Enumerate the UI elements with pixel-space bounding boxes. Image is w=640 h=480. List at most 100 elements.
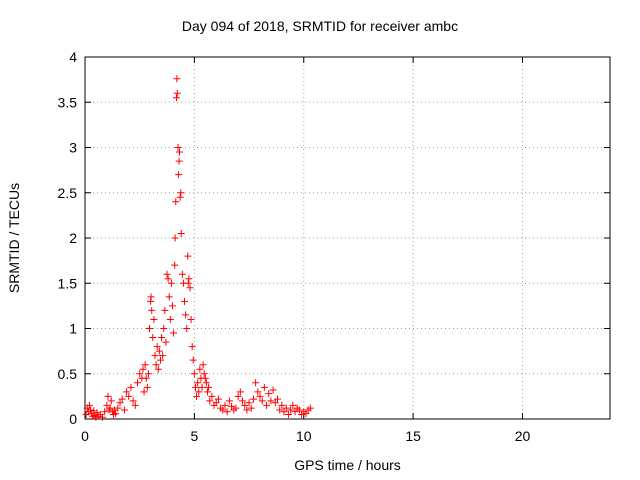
data-point [189,356,197,364]
data-point [182,311,190,319]
data-point [191,383,199,391]
data-point [228,402,236,410]
data-point [239,397,246,405]
data-point [208,392,216,400]
plot-frame [84,56,611,420]
data-point [256,392,264,400]
data-point [144,370,152,378]
data-point [271,399,279,407]
data-point [214,395,222,403]
data-point [196,365,204,373]
data-point [143,383,151,391]
data-point [164,275,172,283]
chart-title: Day 094 of 2018, SRMTID for receiver amb… [181,18,459,34]
data-point [173,75,181,83]
data-point [171,234,179,242]
data-point [278,401,286,409]
data-point [302,410,310,418]
data-point [274,395,281,403]
data-point [178,270,186,278]
data-point [183,325,191,332]
data-point [265,390,273,398]
data-point [152,361,160,369]
data-point [200,370,208,378]
data-point [131,401,139,409]
data-points [82,75,314,421]
data-point [141,361,149,369]
data-point [86,406,94,414]
data-point [186,284,194,292]
data-point [125,392,133,400]
data-point [127,383,135,391]
y-tick-label: 2.5 [58,185,78,201]
data-point [276,406,284,414]
data-point [232,404,240,412]
data-point [282,404,290,412]
data-point [254,388,262,396]
data-point [194,379,202,387]
data-point [190,370,198,378]
y-tick-label: 3 [69,140,77,156]
data-point [187,315,195,323]
x-tick-label: 20 [515,428,531,444]
y-axis-label: SRMTID / TECUs [6,182,22,294]
axis-ticks: 0 0.5 1 1.5 2 2.5 3 3.5 4 0 5 10 15 20 [58,49,610,444]
data-point [85,401,93,409]
data-point [291,408,299,416]
data-point [177,229,185,237]
data-point [106,404,114,412]
data-point [99,413,106,421]
data-point [159,352,167,360]
y-tick-label: 1 [69,321,77,337]
data-point [199,361,207,369]
data-point [184,252,192,260]
data-point [173,89,181,97]
data-point [184,279,192,287]
x-tick-label: 15 [405,428,421,444]
data-point [177,189,185,197]
data-point [284,410,292,418]
data-point [162,338,170,346]
data-point [223,408,231,416]
data-point [158,334,166,342]
data-point [161,306,169,314]
data-point [206,397,214,405]
data-point [263,401,271,409]
data-point [280,408,288,416]
data-point [120,406,128,414]
data-point [234,392,242,400]
data-point [193,392,201,400]
data-point [212,399,220,407]
data-point [241,401,249,409]
data-point [134,379,141,387]
data-point [202,379,210,387]
data-point [150,315,158,323]
data-point [171,261,179,269]
data-point [155,347,163,355]
data-point [201,374,209,382]
data-point [267,397,275,405]
data-point [175,157,183,165]
data-point [123,388,131,396]
data-point [104,392,112,400]
data-point [136,370,144,378]
data-point [147,293,155,301]
data-point [160,325,168,332]
y-tick-label: 1.5 [58,275,78,291]
data-point [116,399,124,407]
data-point [169,302,176,310]
data-point [170,329,178,337]
x-tick-label: 0 [81,428,89,444]
data-point [111,406,119,414]
data-point [118,395,126,403]
data-point [287,406,295,414]
data-point [245,399,253,407]
data-point [221,401,229,409]
grid-lines [85,57,610,419]
data-point [90,407,98,415]
data-point [172,198,180,206]
data-point [243,406,251,414]
data-point [149,334,157,342]
data-point [185,275,193,283]
